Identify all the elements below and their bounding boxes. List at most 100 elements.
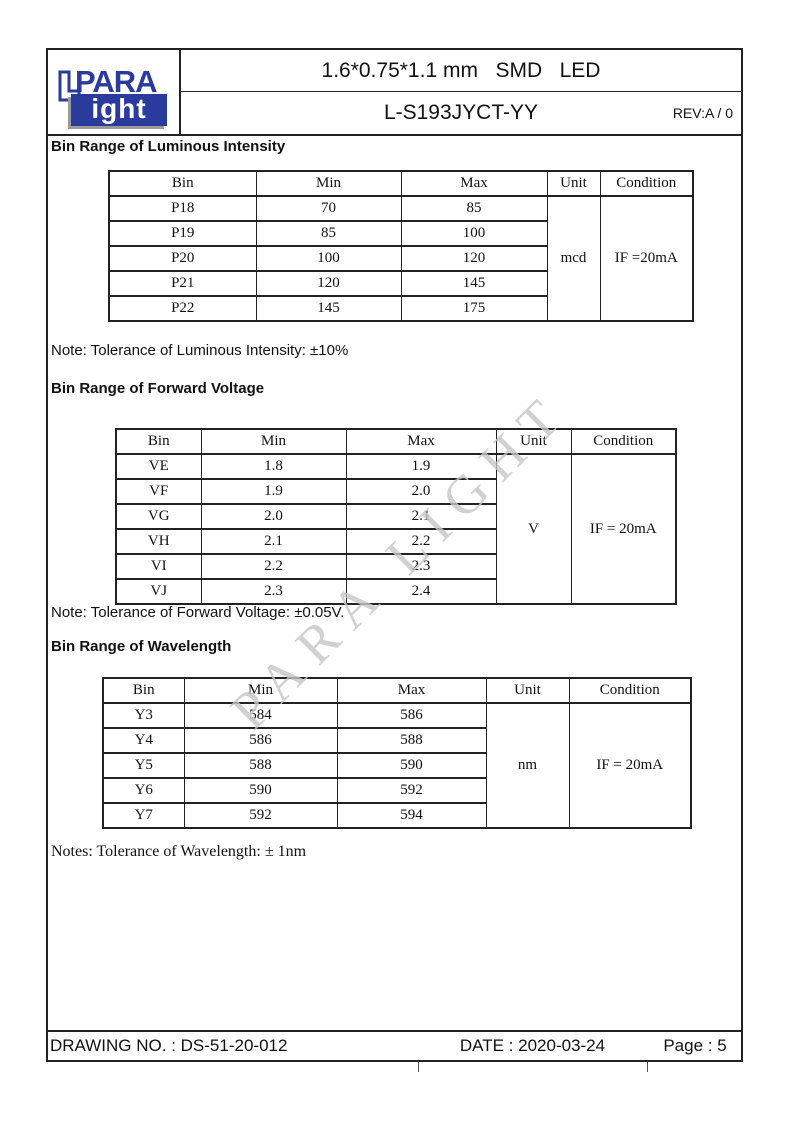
table-row: Y4 586 588 xyxy=(102,727,691,754)
page-border-frame: PARA ight 1.6*0.75*1.1 mm SMD LED L-S193… xyxy=(46,48,743,1062)
table-cell: VJ xyxy=(115,578,202,605)
unit-cell: V xyxy=(495,453,572,605)
column-header: Unit xyxy=(495,428,572,455)
column-header: Bin xyxy=(102,677,185,704)
table-cell: Y5 xyxy=(102,752,185,779)
product-title: 1.6*0.75*1.1 mm SMD LED xyxy=(181,50,741,92)
table-cell: 2.3 xyxy=(200,578,347,605)
revision-label: REV:A / 0 xyxy=(672,105,733,121)
table-cell: VI xyxy=(115,553,202,580)
footer-column-divider-stub xyxy=(647,1062,648,1072)
table-header-row: Bin Min Max Unit Condition xyxy=(108,170,694,197)
table-cell: 592 xyxy=(183,802,338,829)
table-cell: 85 xyxy=(400,195,548,222)
table-cell: 590 xyxy=(336,752,487,779)
table-cell: 2.0 xyxy=(200,503,347,530)
table-cell: VF xyxy=(115,478,202,505)
table-cell: 100 xyxy=(400,220,548,247)
table-cell: 2.2 xyxy=(200,553,347,580)
table-cell: 175 xyxy=(400,295,548,322)
table-cell: 2.1 xyxy=(200,528,347,555)
table-row: P19 85 100 xyxy=(108,220,693,247)
table-header-row: Bin Min Max Unit Condition xyxy=(115,428,677,455)
table-row: VJ 2.3 2.4 xyxy=(115,578,676,605)
forward-voltage-table: Bin Min Max Unit Condition VE 1.8 1.9 V IF = 20m… xyxy=(115,428,677,605)
table-cell: 120 xyxy=(255,270,402,297)
header-right: 1.6*0.75*1.1 mm SMD LED L-S193JYCT-YY RE… xyxy=(181,50,741,134)
column-header: Condition xyxy=(570,428,677,455)
table-cell: 586 xyxy=(183,727,338,754)
section-heading-luminous-intensity: Bin Range of Luminous Intensity xyxy=(51,138,286,155)
table-header-row: Bin Min Max Unit Condition xyxy=(102,677,692,704)
table-row: P21 120 145 xyxy=(108,270,693,297)
table-cell: 120 xyxy=(400,245,548,272)
condition-cell: IF = 20mA xyxy=(568,702,692,829)
table-row: P20 100 120 xyxy=(108,245,693,272)
column-header: Condition xyxy=(568,677,692,704)
column-header: Max xyxy=(400,170,548,197)
part-number-row: L-S193JYCT-YY REV:A / 0 xyxy=(181,92,741,134)
table-cell: 2.2 xyxy=(345,528,497,555)
table-cell: 590 xyxy=(183,777,338,804)
column-header: Unit xyxy=(546,170,601,197)
footer-drawing-no: DRAWING NO. : DS-51-20-012 xyxy=(50,1036,288,1055)
column-header: Condition xyxy=(599,170,694,197)
column-header: Min xyxy=(255,170,402,197)
table-cell: 584 xyxy=(183,702,338,729)
footer: DRAWING NO. : DS-51-20-012 DATE : 2020-0… xyxy=(48,1030,741,1060)
table-cell: 1.9 xyxy=(200,478,347,505)
unit-cell: mcd xyxy=(546,195,601,322)
note-wavelength: Notes: Tolerance of Wavelength: ± 1nm xyxy=(51,843,307,860)
luminous-intensity-table: Bin Min Max Unit Condition P18 70 85 mcd IF =20m… xyxy=(108,170,694,322)
table-cell: Y7 xyxy=(102,802,185,829)
table-cell: VH xyxy=(115,528,202,555)
table-cell: P19 xyxy=(108,220,257,247)
note-forward-voltage: Note: Tolerance of Forward Voltage: ±0.0… xyxy=(51,604,345,621)
table-cell: Y6 xyxy=(102,777,185,804)
wavelength-table: Bin Min Max Unit Condition Y3 584 586 nm IF = 20… xyxy=(102,677,692,829)
table-cell: 145 xyxy=(400,270,548,297)
logo-l-shape-icon xyxy=(57,70,81,107)
table-row: VG 2.0 2.1 xyxy=(115,503,676,530)
logo-cell: PARA ight xyxy=(48,50,181,134)
column-header: Bin xyxy=(108,170,257,197)
footer-column-divider-stub xyxy=(418,1062,419,1072)
column-header: Bin xyxy=(115,428,202,455)
table-cell: Y4 xyxy=(102,727,185,754)
condition-cell: IF =20mA xyxy=(599,195,694,322)
table-cell: 85 xyxy=(255,220,402,247)
table-cell: P20 xyxy=(108,245,257,272)
table-cell: 70 xyxy=(255,195,402,222)
para-light-logo: PARA ight xyxy=(57,60,172,126)
table-row: Y5 588 590 xyxy=(102,752,691,779)
table-row: VH 2.1 2.2 xyxy=(115,528,676,555)
table-row: Y3 584 586 nm IF = 20mA xyxy=(102,702,692,829)
logo-text-ight: ight xyxy=(91,93,147,124)
table-cell: VE xyxy=(115,453,202,480)
table-cell: P18 xyxy=(108,195,257,222)
table-cell: 588 xyxy=(183,752,338,779)
table-row: VF 1.9 2.0 xyxy=(115,478,676,505)
column-header: Min xyxy=(200,428,347,455)
table-cell: 586 xyxy=(336,702,487,729)
section-heading-forward-voltage: Bin Range of Forward Voltage xyxy=(51,380,265,397)
column-header: Max xyxy=(336,677,487,704)
table-cell: 1.9 xyxy=(345,453,497,480)
table-cell: 145 xyxy=(255,295,402,322)
note-luminous-intensity: Note: Tolerance of Luminous Intensity: ±… xyxy=(51,342,349,359)
table-cell: 100 xyxy=(255,245,402,272)
table-cell: P22 xyxy=(108,295,257,322)
table-cell: 2.1 xyxy=(345,503,497,530)
column-header: Unit xyxy=(485,677,570,704)
table-cell: P21 xyxy=(108,270,257,297)
part-number: L-S193JYCT-YY xyxy=(383,101,539,124)
unit-cell: nm xyxy=(485,702,570,829)
table-cell: 592 xyxy=(336,777,487,804)
column-header: Min xyxy=(183,677,338,704)
table-row: Y7 592 594 xyxy=(102,802,691,829)
footer-page-number: Page : 5 xyxy=(663,1036,727,1055)
table-row: P22 145 175 xyxy=(108,295,693,322)
table-cell: 588 xyxy=(336,727,487,754)
table-row: VI 2.2 2.3 xyxy=(115,553,676,580)
